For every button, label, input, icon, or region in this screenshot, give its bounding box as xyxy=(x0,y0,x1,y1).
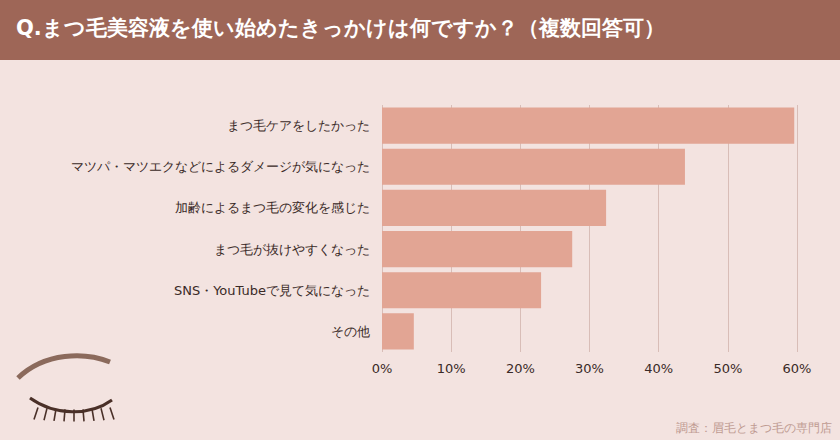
svg-text:20%: 20% xyxy=(506,361,535,376)
svg-text:まつ毛ケアをしたかった: まつ毛ケアをしたかった xyxy=(227,118,370,133)
svg-text:Q.まつ毛美容液を使い始めたきっかけは何ですか？（複数回答可: Q.まつ毛美容液を使い始めたきっかけは何ですか？（複数回答可） xyxy=(16,16,665,40)
svg-text:0%: 0% xyxy=(372,361,393,376)
svg-text:SNS・YouTubeで見て気になった: SNS・YouTubeで見て気になった xyxy=(174,283,370,298)
svg-text:その他: その他 xyxy=(331,324,370,339)
svg-text:まつ毛が抜けやすくなった: まつ毛が抜けやすくなった xyxy=(214,242,370,257)
svg-text:加齢によるまつ毛の変化を感じた: 加齢によるまつ毛の変化を感じた xyxy=(175,200,370,215)
svg-text:30%: 30% xyxy=(575,361,604,376)
svg-text:マツパ・マツエクなどによるダメージが気になった: マツパ・マツエクなどによるダメージが気になった xyxy=(71,159,370,174)
svg-text:60%: 60% xyxy=(783,361,812,376)
svg-text:40%: 40% xyxy=(644,361,673,376)
svg-text:50%: 50% xyxy=(713,361,742,376)
svg-text:10%: 10% xyxy=(437,361,466,376)
svg-text:調査：眉毛とまつ毛の専門店: 調査：眉毛とまつ毛の専門店 xyxy=(676,421,832,435)
